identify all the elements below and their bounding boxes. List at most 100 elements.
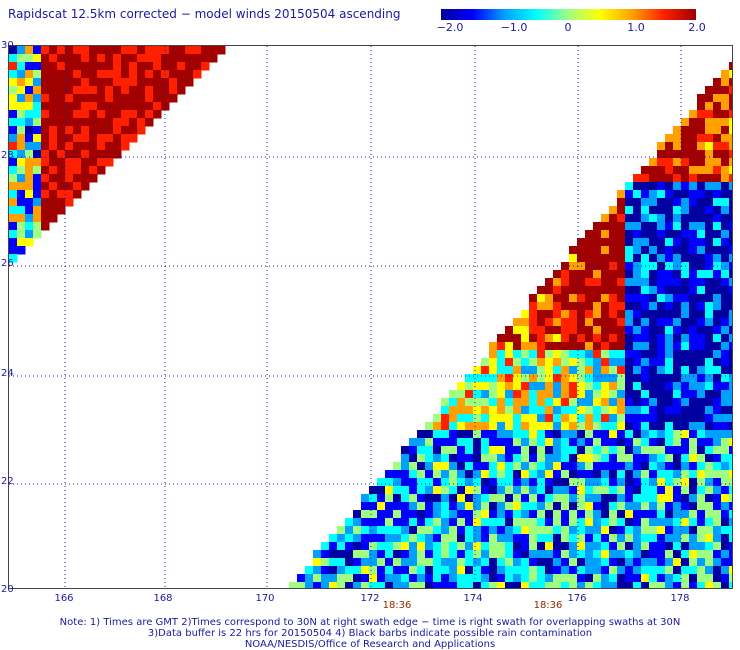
wind-cell [617,310,626,319]
wind-cell [641,254,650,263]
wind-cell [673,366,682,375]
wind-cell [497,446,506,455]
wind-cell [521,342,530,351]
wind-cell [721,494,730,503]
wind-cell [57,190,66,199]
wind-cell [449,494,458,503]
wind-cell [689,366,698,375]
wind-cell [609,406,618,415]
wind-cell [497,414,506,423]
wind-cell [713,174,722,183]
wind-cell [545,390,554,399]
wind-cell [33,102,42,111]
wind-cell [553,278,562,287]
wind-cell [385,518,394,527]
wind-cell [129,134,138,143]
wind-cell [17,126,26,135]
wind-cell [33,222,42,231]
wind-cell [561,574,570,583]
wind-cell [497,486,506,495]
wind-cell [577,534,586,543]
wind-cell [601,350,610,359]
wind-cell [537,470,546,479]
wind-cell [657,350,666,359]
wind-cell [657,318,666,327]
wind-cell [681,342,690,351]
wind-cell [649,470,658,479]
wind-cell [625,350,634,359]
wind-cell [129,118,138,127]
wind-cell [625,566,634,575]
wind-cell [729,374,732,383]
wind-cell [369,486,378,495]
wind-cell [489,446,498,455]
wind-cell [673,374,682,383]
wind-cell [521,422,530,431]
wind-cell [585,462,594,471]
wind-cell [689,326,698,335]
wind-cell [649,414,658,423]
wind-cell [569,414,578,423]
wind-cell [41,142,50,151]
wind-cell [97,150,106,159]
wind-cell [649,182,658,191]
wind-cell [713,286,722,295]
wind-cell [529,438,538,447]
wind-cell [625,334,634,343]
wind-cell [729,550,732,559]
wind-cell [361,582,370,588]
wind-cell [617,334,626,343]
wind-cell [449,430,458,439]
wind-cell [729,334,732,343]
wind-cell [673,334,682,343]
wind-cell [321,558,330,567]
wind-cell [97,166,106,175]
wind-cell [665,470,674,479]
wind-cell [433,582,442,588]
wind-cell [401,582,410,588]
wind-cell [65,166,74,175]
wind-cell [641,414,650,423]
wind-cell [673,342,682,351]
wind-cell [625,374,634,383]
wind-cell [657,582,666,588]
wind-cell [681,558,690,567]
wind-cell [537,302,546,311]
wind-cell [625,398,634,407]
wind-cell [657,542,666,551]
wind-cell [705,270,714,279]
wind-cell [641,222,650,231]
wind-cell [521,494,530,503]
wind-cell [105,158,114,167]
wind-cell [609,358,618,367]
wind-cell [569,454,578,463]
wind-cell [649,158,658,167]
wind-cell [473,518,482,527]
wind-cell [649,462,658,471]
wind-cell [617,558,626,567]
wind-cell [441,566,450,575]
wind-cell [689,182,698,191]
wind-cell [113,54,122,63]
wind-cell [385,550,394,559]
wind-cell [625,406,634,415]
wind-cell [633,382,642,391]
wind-cell [633,398,642,407]
wind-cell [121,134,130,143]
wind-cell [713,86,722,95]
wind-cell [561,374,570,383]
wind-cell [713,278,722,287]
wind-cell [665,182,674,191]
wind-cell [521,438,530,447]
wind-cell [441,582,450,588]
wind-cell [721,382,730,391]
wind-cell [153,78,162,87]
wind-cell [497,542,506,551]
wind-cell [401,462,410,471]
wind-cell [25,238,34,247]
wind-cell [609,326,618,335]
wind-cell [441,510,450,519]
wind-cell [457,382,466,391]
wind-cell [697,374,706,383]
wind-cell [657,326,666,335]
